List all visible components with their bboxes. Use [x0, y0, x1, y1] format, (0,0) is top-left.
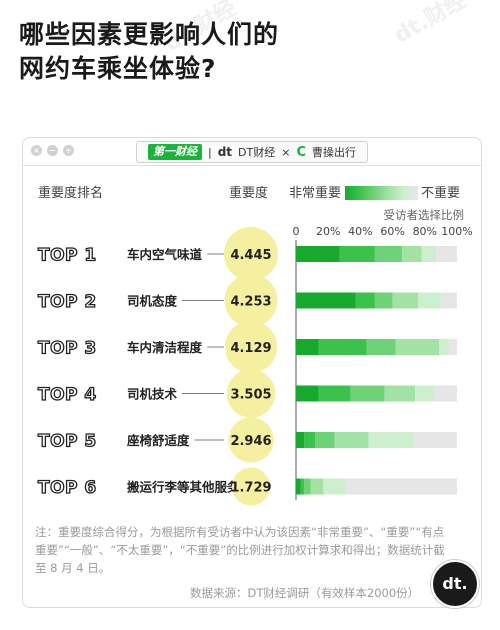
- data-source: 数据来源：DT财经调研（有效样本2000份）: [190, 586, 420, 600]
- bar-segment: [323, 478, 346, 495]
- bar-segment: [304, 432, 316, 448]
- bar-segment: [334, 432, 369, 448]
- bar-segment: [300, 478, 305, 495]
- brand-divider: |: [207, 145, 212, 159]
- dt-brand-name: DT财经: [238, 146, 276, 159]
- score-value: 4.445: [230, 248, 271, 263]
- score-circle: [226, 369, 276, 418]
- brand-cross: ×: [281, 145, 291, 159]
- rank-label: TOP 2: [38, 292, 97, 312]
- title-line-2: 网约车乘坐体验?: [19, 54, 217, 83]
- dt-badge-icon: dt.: [431, 560, 479, 608]
- x-tick-label: 20%: [316, 225, 340, 238]
- bar-segment: [374, 246, 403, 262]
- bar-segment: [296, 292, 356, 309]
- bar-segment: [418, 292, 441, 309]
- score-circle: [224, 274, 278, 327]
- score-value: 4.253: [230, 295, 271, 310]
- bar-segment: [350, 385, 385, 402]
- x-tick-label: 0: [293, 225, 300, 238]
- bar-segment: [392, 292, 419, 309]
- x-tick-label: 100%: [441, 225, 472, 238]
- bar-segment: [415, 385, 435, 402]
- rank-label: TOP 4: [38, 385, 97, 405]
- close-icon: ×: [31, 145, 42, 156]
- bar-segment: [318, 339, 367, 355]
- score-value: 2.946: [230, 434, 271, 449]
- legend-gradient-bar: [345, 186, 418, 200]
- legend-low-label: 不重要: [421, 185, 460, 201]
- footnote: 注：重要度综合得分，为根据所有受访者中认为该因素“非常重要”、“重要”“有点重要…: [35, 525, 445, 575]
- title-line-1: 哪些因素更影响人们的: [19, 20, 280, 49]
- score-value: 4.129: [230, 341, 271, 356]
- category-label: 车内清洁程度: [127, 340, 203, 355]
- rank-label: TOP 3: [38, 339, 97, 359]
- chart-card: × − + 第一财经 | dt DT财经 × C 曹操出行: [22, 137, 482, 608]
- rank-label: TOP 1: [38, 246, 97, 266]
- bar-segment: [304, 478, 311, 495]
- caocao-brand-name: 曹操出行: [312, 146, 356, 159]
- score-circle: [224, 320, 278, 374]
- bar-segment: [310, 478, 324, 495]
- score-circle: [231, 467, 271, 506]
- brand-bar: 第一财经 | dt DT财经 × C 曹操出行: [136, 141, 368, 163]
- score-value: 1.729: [230, 481, 271, 496]
- bar-segment: [384, 385, 416, 402]
- bar-segment: [296, 246, 340, 262]
- bar-segment: [436, 246, 457, 262]
- category-label: 搬运行李等其他服务: [127, 480, 240, 495]
- bar-segment: [434, 385, 457, 402]
- bar-segment: [296, 385, 319, 402]
- bar-segment: [315, 432, 335, 448]
- card-header-divider: [23, 165, 481, 166]
- category-label: 司机态度: [127, 294, 178, 309]
- bar-segment: [296, 478, 301, 495]
- category-label: 座椅舒适度: [126, 433, 190, 448]
- score-header: 重要度: [229, 185, 268, 201]
- score-circle: [228, 417, 274, 463]
- bar-segment: [439, 339, 449, 355]
- chart-title: 哪些因素更影响人们的 网约车乘坐体验?: [19, 18, 279, 86]
- bar-segment: [421, 246, 437, 262]
- bar-segment: [296, 432, 305, 448]
- rank-label: TOP 6: [38, 478, 97, 498]
- bar-segment: [374, 292, 393, 309]
- x-tick-label: 60%: [380, 225, 404, 238]
- legend-high-label: 非常重要: [289, 185, 341, 201]
- bar-segment: [355, 292, 375, 309]
- bar-segment: [402, 246, 422, 262]
- bar-segment: [395, 339, 440, 355]
- dt-logo-icon: dt: [217, 145, 233, 159]
- window-controls: × − +: [31, 145, 74, 156]
- score-circle: [224, 227, 278, 281]
- category-label: 车内空气味道: [127, 247, 203, 262]
- bar-segment: [345, 478, 457, 495]
- minimize-icon: −: [47, 145, 58, 156]
- score-value: 3.505: [230, 388, 271, 403]
- category-header: 重要度排名: [38, 185, 103, 201]
- bar-segment: [296, 339, 319, 355]
- rank-label: TOP 5: [38, 432, 97, 452]
- bar-segment: [440, 292, 457, 309]
- x-tick-label: 40%: [348, 225, 372, 238]
- bar-segment: [339, 246, 375, 262]
- category-label: 司机技术: [127, 387, 178, 402]
- maximize-icon: +: [63, 145, 74, 156]
- yicai-logo: 第一财经: [147, 144, 202, 160]
- bar-segment: [366, 339, 396, 355]
- bar-segment: [318, 385, 351, 402]
- caocao-logo-icon: C: [296, 144, 306, 160]
- bar-segment: [368, 432, 414, 448]
- bar-segment: [448, 339, 457, 355]
- x-tick-label: 80%: [413, 225, 437, 238]
- axis-label: 受访者选择比例: [384, 208, 465, 222]
- bar-segment: [413, 432, 457, 448]
